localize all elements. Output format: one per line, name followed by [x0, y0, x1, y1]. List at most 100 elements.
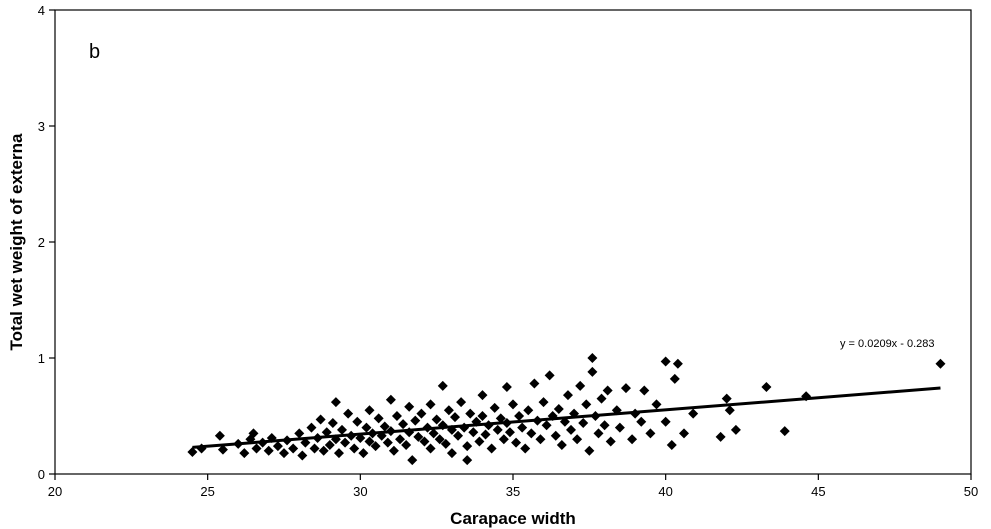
data-point	[330, 397, 341, 408]
x-tick-label: 30	[353, 484, 367, 499]
data-point	[669, 373, 680, 384]
data-point	[364, 436, 375, 447]
data-point	[526, 428, 537, 439]
data-point	[575, 380, 586, 391]
data-point	[544, 370, 555, 381]
data-point	[566, 424, 577, 435]
data-point	[477, 411, 488, 421]
data-point	[556, 440, 567, 450]
data-point	[324, 440, 335, 450]
data-point	[288, 443, 299, 454]
data-point	[382, 437, 393, 448]
data-point	[511, 437, 522, 448]
x-tick-label: 20	[48, 484, 62, 499]
x-axis-title: Carapace width	[450, 509, 576, 528]
data-point	[721, 393, 732, 404]
data-point	[596, 393, 607, 404]
data-point	[327, 417, 338, 428]
y-tick-label: 2	[38, 235, 45, 250]
data-point	[761, 382, 772, 392]
data-point	[388, 445, 399, 456]
data-point	[572, 434, 583, 445]
data-point	[349, 443, 360, 454]
y-tick-label: 3	[38, 119, 45, 134]
trendline	[192, 386, 941, 449]
data-point	[602, 385, 613, 396]
data-point	[443, 405, 454, 416]
data-point	[343, 408, 354, 419]
data-point	[300, 437, 311, 448]
data-point	[337, 424, 348, 435]
data-point	[520, 443, 531, 454]
data-points	[187, 353, 946, 466]
data-point	[523, 405, 534, 416]
data-point	[480, 429, 491, 440]
data-point	[645, 428, 656, 439]
data-point	[639, 385, 650, 396]
data-point	[672, 358, 683, 369]
data-point	[449, 412, 460, 423]
data-point	[263, 445, 274, 456]
x-tick-label: 45	[811, 484, 825, 499]
data-point	[660, 416, 671, 427]
data-point	[666, 440, 677, 450]
data-point	[318, 445, 329, 456]
data-point	[440, 438, 451, 449]
data-point	[410, 415, 421, 426]
data-point	[425, 399, 436, 410]
data-point	[468, 427, 479, 438]
data-point	[599, 420, 610, 431]
data-point	[416, 408, 427, 419]
trendline-equation: y = 0.0209x - 0.283	[840, 338, 934, 350]
x-tick-label: 25	[200, 484, 214, 499]
data-point	[529, 378, 540, 389]
data-point	[688, 408, 699, 419]
data-point	[627, 434, 638, 445]
x-tick-label: 40	[658, 484, 672, 499]
data-point	[456, 397, 467, 408]
data-point	[730, 424, 741, 435]
y-tick-label: 0	[38, 467, 45, 482]
data-point	[446, 448, 457, 459]
y-tick-label: 4	[38, 3, 45, 18]
data-point	[508, 399, 518, 410]
data-point	[413, 431, 424, 442]
data-point	[352, 416, 363, 427]
data-point	[605, 436, 616, 447]
data-point	[462, 441, 473, 452]
data-point	[501, 382, 512, 392]
data-point	[401, 440, 412, 450]
data-point	[248, 428, 259, 439]
data-point	[358, 448, 369, 459]
data-point	[239, 448, 250, 459]
data-point	[321, 427, 332, 438]
data-point	[373, 413, 384, 424]
data-point	[535, 434, 546, 445]
data-point	[517, 422, 528, 433]
data-point	[660, 356, 671, 367]
data-point	[391, 411, 402, 421]
data-point	[553, 404, 564, 415]
data-point	[495, 413, 506, 424]
data-point	[425, 443, 436, 454]
data-point	[364, 405, 375, 416]
data-point	[404, 401, 415, 412]
data-point	[214, 430, 225, 441]
data-point	[340, 437, 351, 448]
data-point	[489, 402, 500, 413]
data-point	[486, 443, 497, 454]
data-point	[385, 394, 396, 405]
data-point	[398, 419, 409, 430]
data-point	[309, 443, 320, 454]
data-point	[453, 430, 464, 441]
data-point	[431, 414, 442, 425]
data-point	[370, 441, 381, 452]
data-point	[779, 426, 790, 437]
data-point	[498, 434, 509, 445]
data-point	[587, 353, 598, 363]
data-point	[581, 399, 592, 410]
data-point	[562, 390, 573, 401]
y-tick-label: 1	[38, 351, 45, 366]
data-point	[724, 405, 735, 416]
data-point	[550, 430, 561, 441]
